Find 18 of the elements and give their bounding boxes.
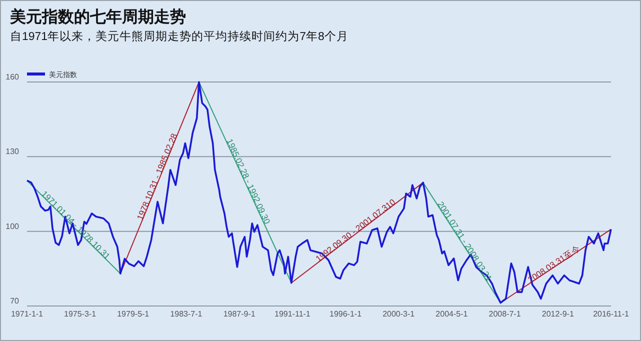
y-tick-label: 100	[6, 222, 20, 231]
x-tick-label: 1987-9-1	[223, 310, 256, 319]
x-tick-label: 1996-1-1	[330, 310, 362, 319]
x-tick-label: 2008-7-1	[488, 310, 522, 319]
x-tick-label: 2000-3-1	[382, 310, 416, 319]
x-tick-label: 2016-11-1	[593, 310, 630, 319]
x-tick-label: 1983-7-1	[170, 310, 203, 319]
chart-title: 美元指数的七年周期走势	[9, 7, 186, 26]
x-tick-label: 1975-3-1	[64, 310, 97, 319]
x-tick-label: 1991-11-1	[274, 310, 311, 319]
x-tick-label: 2004-5-1	[436, 310, 468, 319]
x-tick-label: 1979-5-1	[117, 310, 150, 319]
y-tick-label: 130	[6, 147, 20, 156]
chart-subtitle: 自1971年以来，美元牛熊周期走势的平均持续时间约为7年8个月	[10, 29, 348, 43]
y-tick-label: 160	[6, 72, 20, 82]
x-tick-label: 1971-1-1	[10, 310, 44, 319]
y-tick-label: 70	[10, 296, 20, 306]
x-tick-label: 2012-9-1	[542, 310, 574, 319]
